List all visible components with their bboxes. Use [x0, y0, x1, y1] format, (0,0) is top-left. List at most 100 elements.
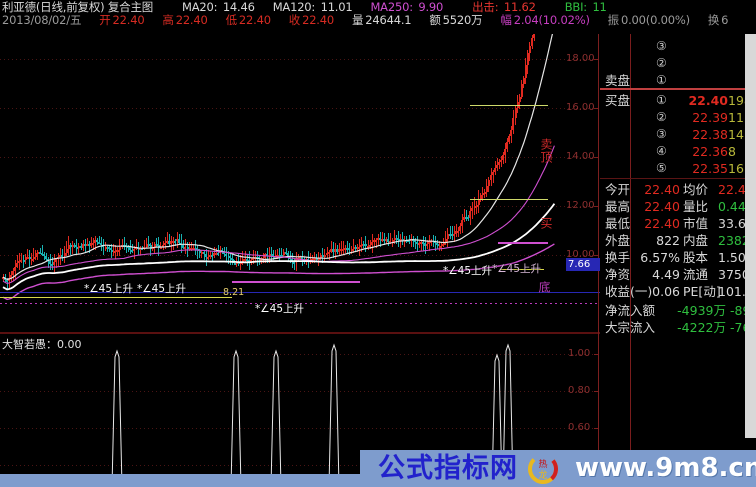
- annotation-angle45-5: *∠45上升: [492, 263, 542, 275]
- low-label: 低: [225, 13, 238, 27]
- price-axis-tick: [594, 255, 598, 257]
- label-bottom: 底: [537, 281, 551, 294]
- panel-row-label: 最低: [605, 216, 631, 231]
- bid-row[interactable]: ② 22.39 11: [600, 109, 756, 126]
- support-line-magenta: [232, 281, 360, 284]
- flow-value: -4939万: [677, 303, 726, 318]
- open-value: 22.40: [112, 13, 145, 27]
- stat-value-right: 0.44: [718, 199, 746, 214]
- high-label: 高: [162, 13, 174, 27]
- subchart-axis-tick: [594, 427, 598, 429]
- turnover-value: 6: [721, 13, 729, 27]
- stat-value-left: 22.40: [644, 199, 680, 214]
- order-volume: 11: [728, 110, 744, 125]
- ask-row[interactable]: ③: [600, 38, 756, 55]
- order-price: 22.35: [692, 161, 728, 176]
- bid-row[interactable]: ⑤ 22.35 16: [600, 160, 756, 177]
- stat-value-right: 22.40: [718, 182, 754, 197]
- bid-row[interactable]: ④ 22.36 8: [600, 143, 756, 160]
- order-level-icon: ①: [656, 73, 667, 87]
- label-sell-top: 卖顶: [539, 138, 553, 164]
- bid-row[interactable]: ③ 22.38 14: [600, 126, 756, 143]
- candle-wick: [400, 234, 402, 249]
- price-axis-label: 18.00: [566, 52, 595, 64]
- stat-value-left: 22.40: [644, 216, 680, 231]
- order-level-icon: ③: [656, 39, 667, 53]
- stat-label-right: 量比: [683, 199, 709, 214]
- ma250-value: 9.90: [418, 0, 444, 14]
- order-price: 22.40: [688, 93, 728, 108]
- panel-row-label: 净资: [605, 267, 631, 282]
- panel-row-label: 净流入额: [605, 303, 656, 318]
- amplitude-value: 0.00(0.00%): [620, 13, 690, 27]
- watermark-logo-icon: 热 龙: [528, 454, 558, 484]
- current-price-tag: 7.66: [566, 258, 600, 271]
- price-axis-label: 10.00: [566, 249, 595, 261]
- gridline: [0, 464, 600, 466]
- stat-label-right: 股本: [683, 250, 709, 265]
- fund-flow-row[interactable]: 大宗流入-4222万-76%: [600, 319, 756, 336]
- order-volume: 16: [728, 161, 744, 176]
- stat-row[interactable]: 最高 量比 22.40 0.44: [600, 198, 756, 215]
- panel-clip-overlay: [745, 34, 756, 438]
- amount-value: 5520万: [442, 13, 483, 27]
- indicator-spike: [270, 349, 282, 487]
- stat-row[interactable]: 外盘 内盘 822 23822: [600, 232, 756, 249]
- ask-panel-label: 卖盘: [605, 73, 631, 88]
- quote-date: 2013/08/02/五: [2, 13, 82, 27]
- annotation-angle45-4: *∠45上升: [443, 265, 493, 277]
- candle-wick: [170, 236, 172, 253]
- header-ohlc-row: 2013/08/02/五 开 22.40 高 22.40 低 22.40 收 22.40…: [2, 13, 730, 27]
- stat-row[interactable]: 最低 市值 22.40 33.6亿: [600, 215, 756, 232]
- price-axis-label: 12.00: [566, 200, 595, 212]
- ask-row[interactable]: 卖盘 ①: [600, 72, 756, 89]
- annotation-angle45-3: *∠45上升: [255, 303, 305, 315]
- stat-row[interactable]: 换手 股本 6.57% 1.50亿: [600, 249, 756, 266]
- candle-wick: [172, 237, 174, 250]
- subchart-divider: [0, 332, 600, 334]
- quote-data-panel[interactable]: ③ ② 卖盘 ① 买盘①22.4019802②22.3911③22.3814④22.36…: [600, 34, 756, 487]
- candle-wick: [78, 243, 80, 255]
- svg-text:龙: 龙: [538, 469, 547, 481]
- stat-row[interactable]: 今开 均价 22.40 22.40: [600, 181, 756, 198]
- stat-label-right: 内盘: [683, 233, 709, 248]
- candle-wick: [340, 240, 342, 256]
- price-axis-tick: [594, 156, 598, 158]
- header-indicator-row: 利亚德(日线,前复权) 复合主图 MA20: 14.46 MA120: 11.0…: [2, 0, 609, 14]
- panel-row-label: 大宗流入: [605, 320, 656, 335]
- price-axis-label: 14.00: [566, 150, 595, 162]
- fund-flow-row[interactable]: 净流入额-4939万-89%: [600, 302, 756, 319]
- stat-row[interactable]: 收益(一) PE[动] 0.06 101.7: [600, 283, 756, 300]
- indicator-spike: [502, 343, 514, 487]
- amount-label: 额: [429, 13, 441, 27]
- subchart-axis-tick: [594, 391, 598, 393]
- gridline: [0, 156, 600, 158]
- watermark-url: www.9m8.cn: [575, 453, 756, 483]
- ask-row[interactable]: ②: [600, 55, 756, 72]
- price-chart-panel[interactable]: *∠45上升 *∠45上升 *∠45上升 *∠45上升 *∠45上升 8.21 …: [0, 34, 600, 329]
- order-volume: 14: [728, 127, 744, 142]
- order-price: 22.39: [692, 110, 728, 125]
- order-volume: 8: [728, 144, 736, 159]
- attack-label: 出击:: [472, 0, 499, 14]
- stat-label-right: 市值: [683, 216, 709, 231]
- ma120-label: MA120:: [272, 0, 316, 14]
- ma120-value: 11.01: [320, 0, 353, 14]
- resistance-line-mid: [470, 198, 548, 200]
- stat-value-right: 101.7: [718, 284, 754, 299]
- panel-row-label: 外盘: [605, 233, 631, 248]
- bbi-label: BBI:: [564, 0, 587, 14]
- order-level-icon: ②: [656, 56, 667, 70]
- subchart-title: 大智若愚：0.00: [2, 338, 82, 351]
- high-value: 22.40: [175, 13, 208, 27]
- price-axis-tick: [594, 107, 598, 109]
- gridline: [0, 107, 600, 109]
- subchart-axis-label: 0.60: [568, 421, 591, 433]
- candle-wick: [377, 234, 379, 247]
- indicator-spike: [491, 353, 503, 487]
- close-label: 收: [288, 13, 301, 27]
- annotation-angle45-2: *∠45上升: [137, 283, 187, 295]
- indicator-spike: [328, 343, 340, 487]
